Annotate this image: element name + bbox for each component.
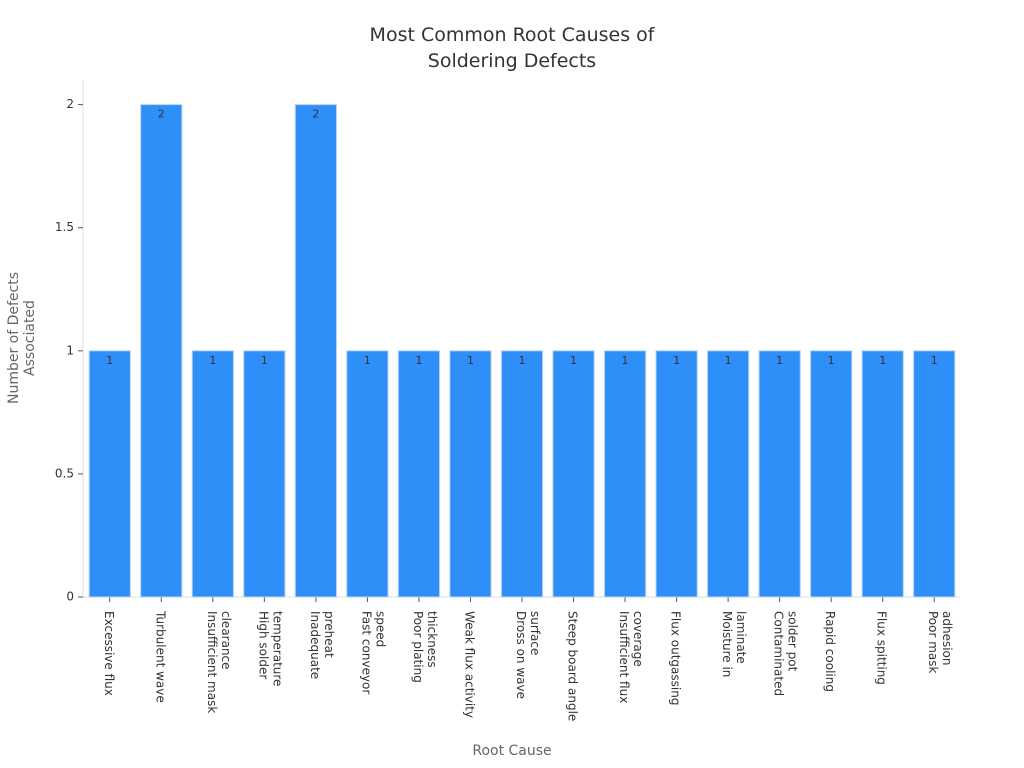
x-tick-label: Rapid cooling	[823, 611, 838, 692]
bar	[500, 350, 544, 598]
bar	[552, 350, 595, 598]
data-label: 1	[261, 354, 268, 367]
chart-title: Most Common Root Causes of Soldering Def…	[369, 24, 655, 72]
x-tick-label: Moisture in laminate	[720, 611, 749, 678]
data-label: 1	[673, 354, 680, 367]
y-tick-label: 1.5	[55, 220, 74, 234]
data-label: 1	[570, 354, 577, 367]
data-label: 2	[158, 108, 165, 121]
x-tick-label: Turbulent wave	[153, 611, 168, 703]
bar	[294, 104, 337, 598]
data-label: 1	[364, 354, 371, 367]
bar	[758, 350, 801, 598]
data-label: 1	[106, 354, 113, 367]
x-tick-label: Excessive flux	[101, 611, 116, 696]
data-label: 1	[828, 354, 835, 367]
x-tick-label: Insufficient mask clearance	[204, 611, 233, 714]
data-label: 1	[467, 354, 474, 367]
bar	[707, 350, 750, 598]
x-tick-label: Inadequate preheat	[307, 611, 336, 680]
bar	[655, 350, 698, 598]
data-label: 1	[209, 354, 216, 367]
bar	[140, 104, 183, 598]
bar	[913, 350, 956, 598]
x-tick-label: Flux spitting	[874, 611, 889, 685]
x-tick-label: Weak flux activity	[462, 611, 477, 718]
bar	[449, 350, 492, 598]
y-tick-label: 2	[66, 97, 74, 111]
x-tick-label: Poor mask adhesion	[926, 611, 955, 674]
data-label: 1	[776, 354, 783, 367]
x-tick-label: Insufficient flux coverage	[617, 611, 646, 704]
x-tick-label: Flux outgassing	[668, 611, 683, 706]
data-label: 1	[622, 354, 629, 367]
y-tick-label: 0.5	[55, 466, 74, 480]
data-label: 1	[725, 354, 732, 367]
bar	[243, 350, 286, 598]
bar	[346, 350, 389, 598]
x-axis-label: Root Cause	[472, 743, 552, 759]
x-tick-label: Steep board angle	[565, 611, 580, 722]
data-label: 1	[879, 354, 886, 367]
y-tick-label: 1	[66, 343, 74, 357]
bar	[603, 350, 647, 598]
bar	[397, 350, 441, 598]
bar	[88, 350, 131, 598]
bar	[810, 350, 853, 598]
bar	[191, 350, 234, 598]
x-tick-label: Fast conveyor speed	[359, 611, 388, 695]
x-tick-label: Poor plating thickness	[410, 611, 439, 683]
x-tick-label: Contaminated solder pot	[771, 611, 800, 697]
data-label: 1	[519, 354, 526, 367]
data-label: 2	[312, 108, 319, 121]
y-tick-label: 0	[66, 590, 74, 604]
x-tick-label: Dross on wave surface	[514, 611, 542, 699]
data-label: 1	[931, 354, 938, 367]
data-label: 1	[415, 354, 422, 367]
y-axis-label: Number of Defects Associated	[6, 271, 38, 405]
bar	[861, 350, 904, 598]
x-tick-label: High solder temperature	[256, 611, 285, 687]
